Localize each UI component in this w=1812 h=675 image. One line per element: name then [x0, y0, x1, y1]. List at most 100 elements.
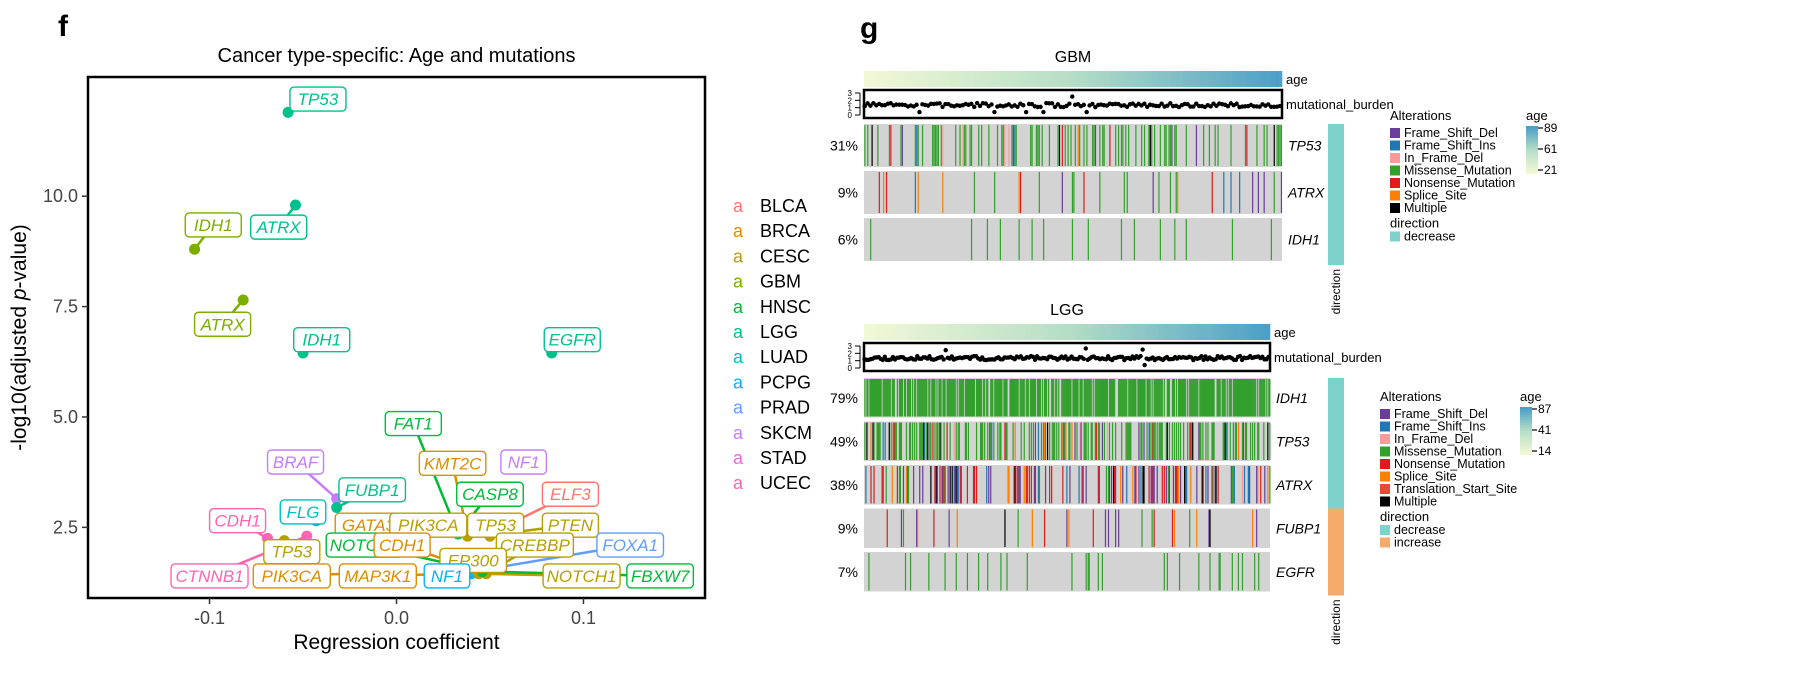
- mutation-cell: [995, 379, 997, 417]
- mutation-cell: [1179, 422, 1182, 460]
- mutation-cell: [927, 422, 929, 460]
- mutation-cell: [912, 379, 914, 417]
- age-cell: [1065, 71, 1068, 87]
- age-cell: [1273, 71, 1276, 87]
- mutation-cell: [1209, 509, 1211, 547]
- age-cell: [892, 324, 894, 340]
- mutation-cell: [1129, 422, 1131, 460]
- age-cell: [891, 71, 894, 87]
- age-cell: [974, 71, 977, 87]
- mutation-cell: [999, 379, 1001, 417]
- age-cell: [1239, 324, 1241, 340]
- mutation-cell: [1123, 379, 1125, 417]
- age-cell: [1025, 71, 1028, 87]
- mutation-cell: [1065, 422, 1067, 460]
- age-cell: [1100, 71, 1103, 87]
- age-cell: [1038, 324, 1040, 340]
- age-cell: [1243, 324, 1245, 340]
- age-cell: [1067, 71, 1069, 87]
- burden-point: [1142, 101, 1147, 106]
- age-cell: [881, 324, 883, 340]
- legend-label: LGG: [760, 322, 798, 342]
- age-cell: [1142, 324, 1144, 340]
- mutation-cell: [1037, 466, 1040, 504]
- mutation-cell: [984, 422, 986, 460]
- mutation-cell: [1090, 422, 1092, 460]
- age-cell: [942, 324, 944, 340]
- age-cell: [909, 324, 911, 340]
- age-cell: [1237, 71, 1240, 87]
- age-cell: [889, 71, 892, 87]
- mutation-cell: [1074, 422, 1076, 460]
- gene-label: NF1: [500, 449, 548, 475]
- mutation-cell: [1084, 379, 1086, 417]
- age-cell: [1074, 324, 1076, 340]
- age-cell: [936, 71, 938, 87]
- mutation-cell: [1126, 422, 1128, 460]
- mutation-cell: [1017, 379, 1019, 417]
- age-cell: [1221, 71, 1224, 87]
- age-cell: [1111, 71, 1114, 87]
- mutation-cell: [878, 379, 880, 417]
- mutation-cell: [1079, 125, 1081, 166]
- mutation-cell: [1098, 466, 1100, 504]
- mutation-cell: [990, 379, 992, 417]
- mutation-cell: [1033, 466, 1036, 504]
- mutation-cell: [997, 422, 999, 460]
- mutation-cell: [1203, 125, 1205, 166]
- age-cell: [1133, 324, 1136, 340]
- y-tick-label: 10.0: [43, 186, 78, 206]
- mutation-cell: [936, 422, 938, 460]
- age-cell: [957, 324, 959, 340]
- age-cell: [1178, 324, 1180, 340]
- age-cell: [878, 71, 881, 87]
- mutation-cell: [1094, 125, 1097, 166]
- mutation-cell: [1001, 125, 1003, 166]
- mutation-cell: [1088, 553, 1090, 591]
- y-axis-label: -log10(adjusted p-value): [8, 224, 31, 451]
- mutation-cell: [1007, 466, 1009, 504]
- mutation-cell: [1152, 466, 1154, 504]
- mutation-cell: [1248, 379, 1251, 417]
- mutation-cell: [1058, 125, 1061, 166]
- mutation-cell: [1190, 379, 1192, 417]
- mutation-cell: [1244, 125, 1247, 166]
- age-cell: [1266, 71, 1268, 87]
- legend-label: UCEC: [760, 473, 811, 493]
- mutation-cell: [1138, 466, 1140, 504]
- gene-name: EGFR: [1276, 564, 1315, 580]
- mutation-cell: [1085, 466, 1087, 504]
- mutation-cell: [882, 379, 884, 417]
- mutation-cell: [965, 379, 967, 417]
- mutation-cell: [1164, 125, 1166, 166]
- mutation-cell: [1228, 379, 1230, 417]
- legend-label: PRAD: [760, 398, 810, 418]
- mutation-cell: [1118, 509, 1120, 547]
- mutation-cell: [909, 422, 912, 460]
- burden-point: [1032, 357, 1038, 363]
- mutation-cell: [966, 466, 969, 504]
- burden-point: [983, 101, 988, 106]
- age-cell: [879, 324, 881, 340]
- age-cell: [1230, 71, 1232, 87]
- mutation-cell: [1066, 379, 1068, 417]
- mutation-cell: [1036, 379, 1039, 417]
- mutation-cell: [1140, 466, 1142, 504]
- burden-track-label: mutational_burden: [1274, 350, 1382, 365]
- mutation-cell: [1108, 422, 1111, 460]
- age-cell: [905, 71, 908, 87]
- mutation-cell: [1029, 379, 1031, 417]
- mutation-cell: [914, 379, 916, 417]
- age-cell: [1169, 324, 1171, 340]
- mutation-cell: [1121, 379, 1123, 417]
- mutation-cell: [1070, 379, 1072, 417]
- age-cell: [977, 71, 980, 87]
- age-cell: [976, 71, 979, 87]
- age-cell: [1097, 324, 1099, 340]
- age-cell: [985, 324, 988, 340]
- mutation-cell: [1172, 466, 1175, 504]
- burden-point: [1052, 104, 1058, 110]
- mutation-cell: [1082, 466, 1084, 504]
- mutation-cell: [1004, 509, 1006, 547]
- mutation-cell: [977, 379, 980, 417]
